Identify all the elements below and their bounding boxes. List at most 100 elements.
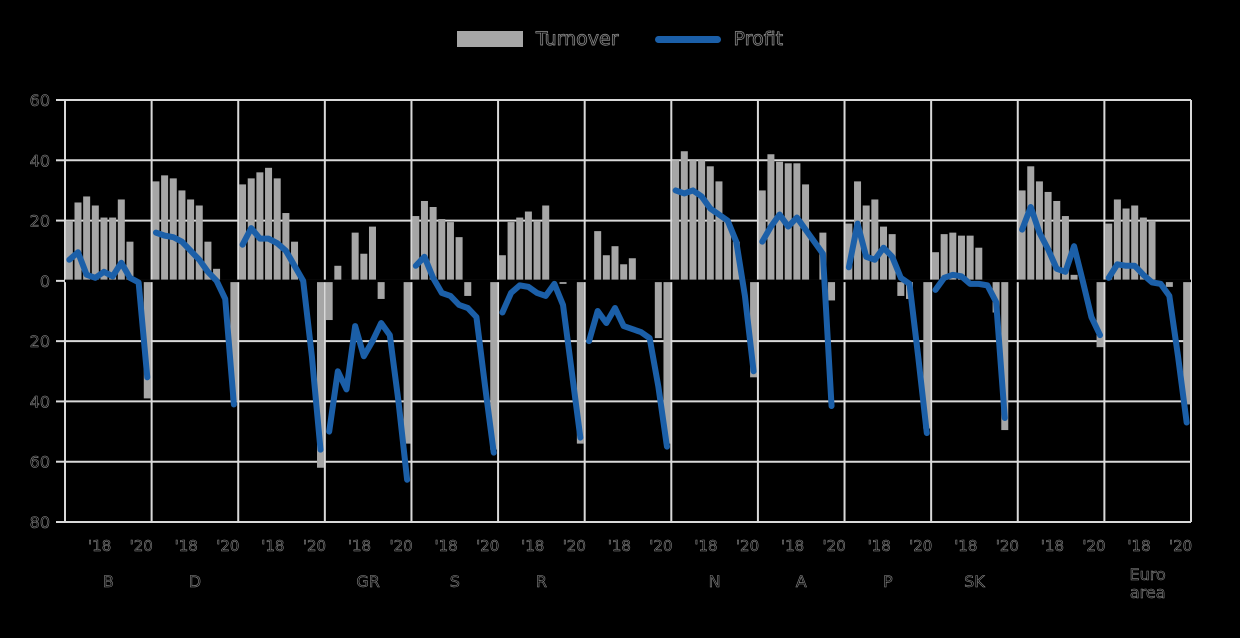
y-gridlines <box>56 99 1191 523</box>
turnover-bar <box>74 202 82 281</box>
turnover-bar <box>117 199 125 281</box>
turnover-bar <box>213 268 221 281</box>
panel-label: GR <box>356 572 380 591</box>
x-tick-label-18: '18 <box>781 537 804 555</box>
x-tick-label-18: '18 <box>868 537 891 555</box>
turnover-bars <box>65 151 1191 468</box>
panel-separators <box>64 100 1192 522</box>
profit-line <box>499 280 584 441</box>
turnover-bar <box>611 246 619 281</box>
turnover-bar <box>862 205 870 281</box>
profit-lines <box>66 187 1190 483</box>
panel-label: D <box>189 572 201 591</box>
legend-label-profit: Profit <box>733 28 784 51</box>
turnover-bar <box>698 160 706 281</box>
x-tick-label-20: '20 <box>563 537 586 555</box>
turnover-bar <box>732 241 740 281</box>
turnover-bar <box>230 280 238 402</box>
turnover-bar <box>706 166 714 281</box>
profit-line <box>239 225 324 453</box>
x-tick-label-20: '20 <box>303 537 326 555</box>
turnover-bar <box>828 280 836 301</box>
turnover-bar <box>195 205 203 281</box>
y-axis-tick-label: 60 <box>30 91 50 110</box>
x-tick-label-20: '20 <box>216 537 239 555</box>
y-axis-tick-label: 80 <box>30 513 50 532</box>
profit-line <box>1105 261 1190 426</box>
y-axis-tick-label: 40 <box>30 151 50 170</box>
turnover-bar <box>368 226 376 281</box>
turnover-bar <box>351 232 359 281</box>
turnover-bar <box>325 280 333 321</box>
turnover-bar <box>715 181 723 281</box>
profit-line <box>586 304 670 450</box>
legend-item-turnover: Turnover <box>456 28 619 51</box>
turnover-bar <box>403 280 411 444</box>
x-tick-label-18: '18 <box>88 537 111 555</box>
turnover-bar <box>65 220 73 281</box>
turnover-bar <box>758 190 766 281</box>
turnover-bar <box>464 280 472 296</box>
x-tick-label-18: '18 <box>1127 537 1150 555</box>
turnover-bar <box>966 235 974 281</box>
x-tick-label-20: '20 <box>476 537 499 555</box>
turnover-bar <box>680 151 688 281</box>
turnover-bar <box>776 161 784 281</box>
profit-line <box>932 271 1008 422</box>
turnover-bar <box>542 205 550 281</box>
x-tick-label-18: '18 <box>1041 537 1064 555</box>
turnover-bar <box>654 280 662 339</box>
x-tick-label-18: '18 <box>434 537 457 555</box>
y-axis-labels: 60 40 20 0 20 40 60 80 <box>29 91 50 533</box>
turnover-bar <box>559 280 567 284</box>
turnover-bar <box>143 280 151 399</box>
turnover-bar <box>516 217 524 281</box>
legend-label-turnover: Turnover <box>535 28 619 51</box>
turnover-bar <box>178 190 186 281</box>
turnover-bar <box>689 160 697 281</box>
turnover-bar <box>1044 191 1052 281</box>
panel-label: P <box>883 572 893 591</box>
panel-label: A <box>796 572 807 591</box>
turnover-bar <box>880 226 888 281</box>
turnover-bar <box>1165 280 1173 287</box>
turnover-bar <box>1018 190 1026 281</box>
turnover-bar <box>1096 280 1104 348</box>
profit-line <box>152 229 237 408</box>
turnover-bar <box>239 184 247 281</box>
x-tick-label-18: '18 <box>348 537 371 555</box>
profit-line <box>66 249 151 381</box>
turnover-bar <box>265 167 273 281</box>
turnover-bar <box>1105 223 1113 281</box>
turnover-bar <box>360 253 368 281</box>
profit-line <box>759 211 835 409</box>
turnover-bar <box>1027 166 1035 281</box>
x-tick-label-20: '20 <box>823 537 846 555</box>
turnover-bar <box>429 207 437 281</box>
turnover-bar <box>940 234 948 281</box>
profit-line <box>1019 204 1104 339</box>
y-axis-tick-label: 40 <box>30 392 50 411</box>
turnover-bar <box>576 280 584 444</box>
x-tick-label-18: '18 <box>521 537 544 555</box>
y-axis-tick-label: 20 <box>30 332 50 351</box>
x-tick-label-18: '18 <box>954 537 977 555</box>
panel-label: S <box>450 572 460 591</box>
turnover-bar <box>169 178 177 281</box>
legend-item-profit: Profit <box>654 28 784 51</box>
turnover-bar <box>126 241 134 281</box>
turnover-bar <box>628 258 636 281</box>
turnover-bar <box>663 280 671 444</box>
profit-line <box>672 187 757 375</box>
turnover-bar <box>949 232 957 281</box>
turnover-bar <box>957 235 965 281</box>
x-tick-label-20: '20 <box>1169 537 1192 555</box>
turnover-bar <box>1113 199 1121 281</box>
turnover-bar <box>871 199 879 281</box>
turnover-bar <box>507 222 515 281</box>
profit-line-swatch <box>654 35 721 43</box>
turnover-bar <box>420 200 428 281</box>
turnover-bar <box>1183 280 1191 405</box>
